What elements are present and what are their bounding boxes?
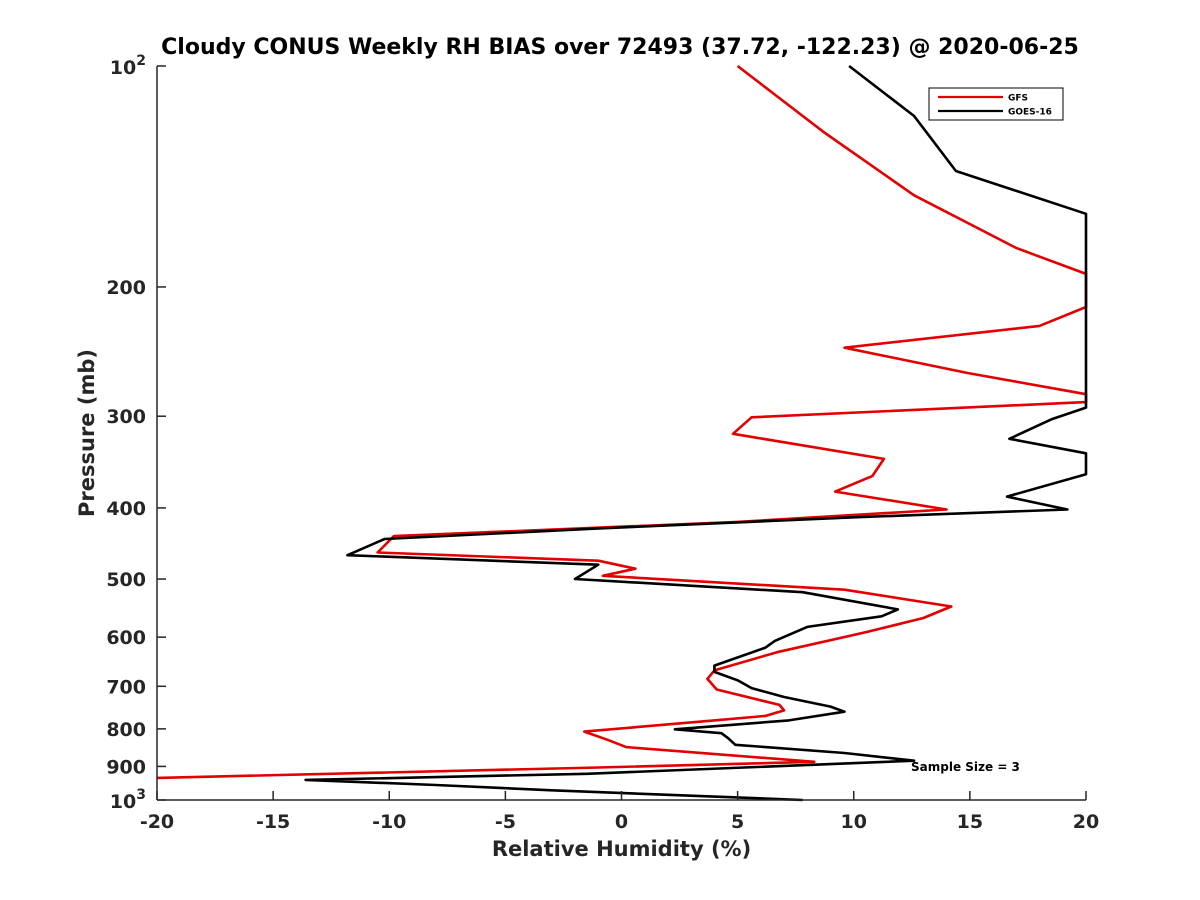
y-tick-label: 400 bbox=[106, 498, 146, 520]
series-line-gfs bbox=[157, 64, 1088, 780]
chart-title: Cloudy CONUS Weekly RH BIAS over 72493 (… bbox=[161, 35, 1079, 60]
y-tick-label: 600 bbox=[106, 627, 146, 649]
legend-label-goes16: GOES-16 bbox=[1008, 108, 1052, 118]
series-line-goes16 bbox=[304, 64, 1088, 802]
x-axis-title: Relative Humidity (%) bbox=[492, 837, 751, 861]
y-tick-label: 103 bbox=[110, 787, 146, 813]
legend-box bbox=[928, 87, 1064, 121]
y-axis-title: Pressure (mb) bbox=[75, 349, 99, 517]
x-tick-label: -15 bbox=[256, 811, 290, 833]
x-tick-label: -20 bbox=[140, 811, 174, 833]
x-axis-ticks: -20 -15 -10 -5 0 5 10 15 20 bbox=[140, 791, 1099, 833]
plot-area bbox=[157, 66, 1086, 800]
y-tick-label: 102 bbox=[110, 53, 146, 79]
y-axis-ticks: 102 200 300 400 500 600 700 800 900 103 bbox=[106, 53, 166, 813]
series-layer bbox=[157, 64, 1088, 802]
x-tick-label: 0 bbox=[615, 811, 628, 833]
x-tick-label: 5 bbox=[731, 811, 744, 833]
x-tick-label: 10 bbox=[841, 811, 867, 833]
y-tick-label: 800 bbox=[106, 719, 146, 741]
x-tick-label: 15 bbox=[957, 811, 983, 833]
y-tick-label: 500 bbox=[106, 569, 146, 591]
legend: GFS GOES-16 bbox=[928, 87, 1064, 121]
legend-label-gfs: GFS bbox=[1008, 94, 1028, 104]
x-tick-label: -10 bbox=[372, 811, 406, 833]
y-tick-label: 900 bbox=[106, 756, 146, 778]
y-tick-label: 200 bbox=[106, 277, 146, 299]
x-tick-label: -5 bbox=[495, 811, 516, 833]
x-tick-label: 20 bbox=[1073, 811, 1099, 833]
y-tick-label: 700 bbox=[106, 676, 146, 698]
sample-size-annotation: Sample Size = 3 bbox=[911, 760, 1020, 774]
y-tick-label: 300 bbox=[106, 406, 146, 428]
